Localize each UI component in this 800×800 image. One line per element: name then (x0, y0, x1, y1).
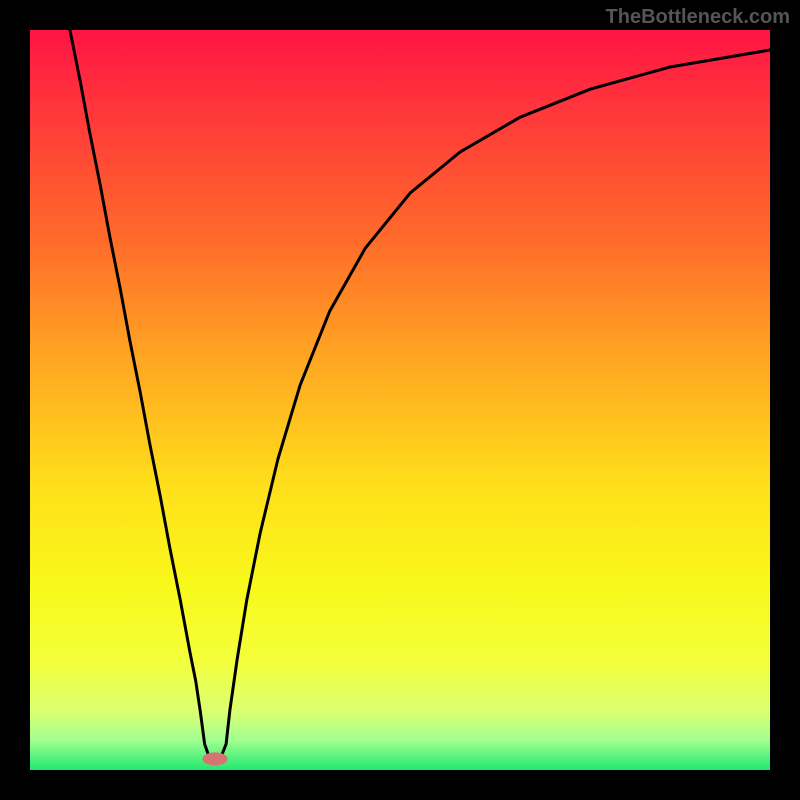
chart-container: TheBottleneck.com (0, 0, 800, 800)
watermark-text: TheBottleneck.com (606, 6, 790, 29)
bottleneck-chart (0, 0, 800, 800)
minimum-marker (203, 753, 227, 765)
